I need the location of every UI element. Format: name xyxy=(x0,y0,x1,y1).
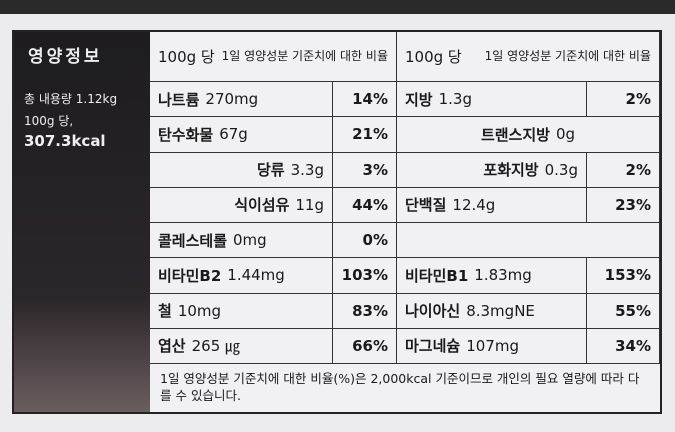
amount: 107mg xyxy=(466,336,519,355)
amount: 67g xyxy=(219,125,248,144)
nutrient-cell xyxy=(397,223,660,259)
nutrient-name: 탄수화물 xyxy=(158,125,214,144)
nutrient-name: 식이섬유 xyxy=(234,196,290,215)
nutrient-cell: 트랜스지방 0g xyxy=(397,117,660,153)
nutrient-cell: 철 10mg xyxy=(150,293,333,329)
nutrient-cell: 식이섬유 11g xyxy=(150,187,333,223)
nutrient-name: 엽산 xyxy=(158,337,186,356)
header-per: 100g 당 xyxy=(397,32,527,82)
header-ratio: 1일 영양성분 기준치에 대한 비율 xyxy=(222,32,397,82)
amount: 1.83mg xyxy=(474,266,532,285)
percent: 55% xyxy=(587,293,660,329)
nutrient-name: 나트륨 xyxy=(158,90,200,109)
amount: 1.44mg xyxy=(227,266,285,285)
nutrient-name: 단백질 xyxy=(405,196,447,215)
percent: 153% xyxy=(587,258,660,294)
nutrient-cell: 비타민B2 1.44mg xyxy=(150,258,333,294)
nutrient-cell: 포화지방 0.3g xyxy=(397,152,587,188)
panel-title: 영양정보 xyxy=(28,47,103,67)
amount: 11g xyxy=(295,195,324,214)
amount: 12.4g xyxy=(452,195,496,214)
nutrient-cell: 나이아신 8.3mgNE xyxy=(397,293,587,329)
nutrient-name: 콜레스테롤 xyxy=(158,231,228,250)
percent: 0% xyxy=(333,223,397,259)
nutrient-cell: 단백질 12.4g xyxy=(397,187,587,223)
header-per: 100g 당 xyxy=(150,32,333,82)
percent: 34% xyxy=(587,328,660,364)
nutrient-name: 나이아신 xyxy=(405,302,461,321)
amount: 0.3g xyxy=(544,160,578,179)
amount: 3.3g xyxy=(290,160,324,179)
percent: 83% xyxy=(333,293,397,329)
nutrient-cell: 지방 1.3g xyxy=(397,82,587,118)
nutrient-cell: 엽산 265 ㎍ xyxy=(150,328,333,364)
percent: 103% xyxy=(333,258,397,294)
nutrient-cell: 나트륨 270mg xyxy=(150,82,333,118)
amount: 265 ㎍ xyxy=(191,337,241,356)
percent: 21% xyxy=(333,117,397,153)
percent: 3% xyxy=(333,152,397,188)
percent: 14% xyxy=(333,82,397,118)
amount: 0g xyxy=(555,125,576,144)
top-strip xyxy=(0,0,675,14)
nutrient-name: 비타민B1 xyxy=(405,266,469,285)
nutrient-name: 비타민B2 xyxy=(158,266,222,285)
amount: 8.3mgNE xyxy=(466,301,535,320)
nutrient-name: 포화지방 xyxy=(483,161,539,180)
nutrient-cell: 당류 3.3g xyxy=(150,152,333,188)
nutrient-name: 지방 xyxy=(405,90,433,109)
nutrition-table: 영양정보 총 내용량 1.12kg 100g 당, 307.3kcal 1일 영… xyxy=(12,30,662,414)
nutrient-cell: 비타민B1 1.83mg xyxy=(397,258,587,294)
percent: 2% xyxy=(587,152,660,188)
amount: 0mg xyxy=(233,231,267,250)
percent: 44% xyxy=(333,187,397,223)
nutrient-name: 트랜스지방 xyxy=(480,125,550,144)
percent: 23% xyxy=(587,187,660,223)
nutrient-name: 철 xyxy=(158,302,172,321)
nutrient-cell: 탄수화물 67g xyxy=(150,117,333,153)
percent: 2% xyxy=(587,82,660,118)
header-ratio: 1일 영양성분 기준치에 대한 비율 xyxy=(485,32,660,82)
nutrient-name: 마그네슘 xyxy=(405,337,461,356)
side-panel: 영양정보 총 내용량 1.12kg 100g 당, 307.3kcal xyxy=(14,32,150,412)
amount: 10mg xyxy=(177,301,222,320)
amount: 270mg xyxy=(205,90,259,109)
per: 100g 당, xyxy=(24,114,74,128)
percent: 66% xyxy=(333,328,397,364)
kcal: 307.3kcal xyxy=(24,132,106,150)
nutrient-cell: 마그네슘 107mg xyxy=(397,328,587,364)
footnote: 1일 영양성분 기준치에 대한 비율(%)은 2,000kcal 기준이므로 개… xyxy=(160,371,640,403)
nutrient-name: 당류 xyxy=(257,161,285,180)
nutrient-cell: 콜레스테롤 0mg xyxy=(150,223,333,259)
total: 총 내용량 1.12kg xyxy=(24,92,118,106)
amount: 1.3g xyxy=(438,90,472,109)
